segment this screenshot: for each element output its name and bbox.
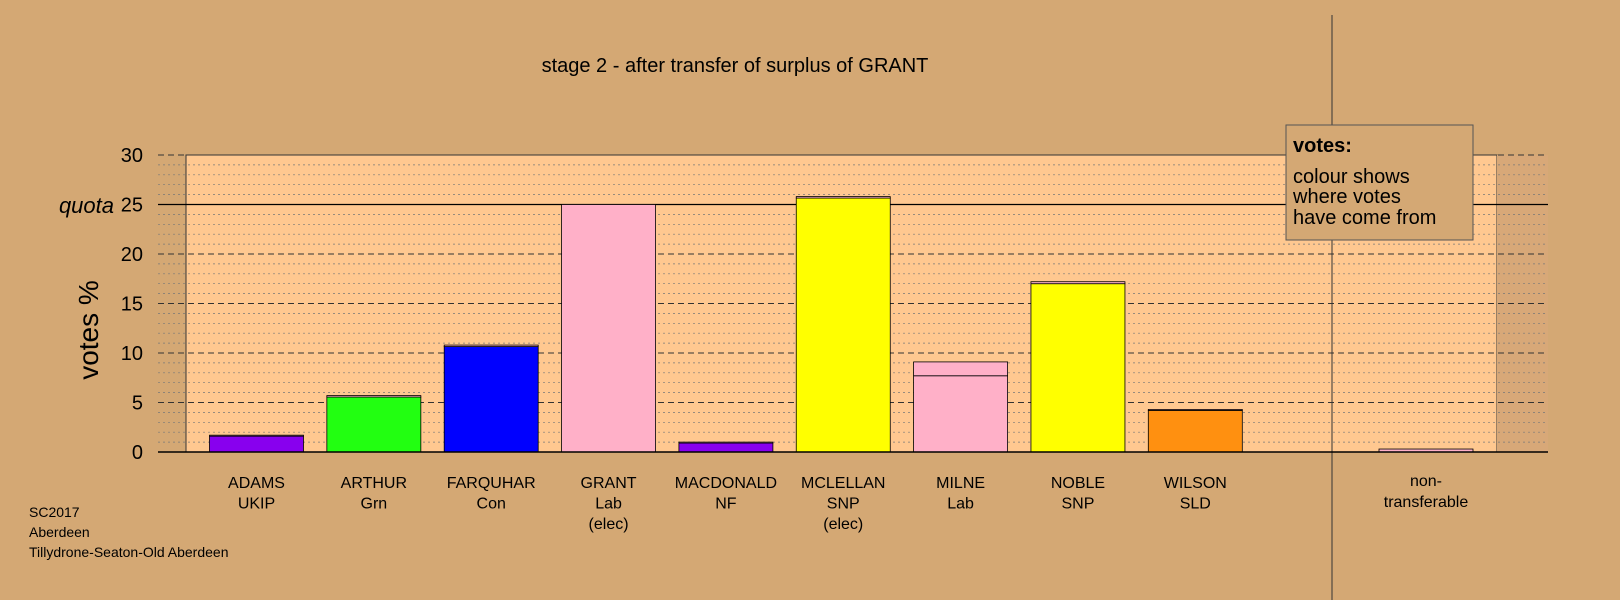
- x-tick-label: NF: [715, 496, 737, 513]
- x-tick-label: FARQUHAR: [447, 475, 536, 492]
- y-tick-label: 30: [121, 145, 143, 167]
- y-tick-label: 10: [121, 343, 143, 365]
- footer-line: Aberdeen: [29, 524, 90, 540]
- bar-segment: [1147, 409, 1243, 411]
- x-tick-label: Lab: [595, 496, 622, 513]
- y-tick-label: 0: [132, 442, 143, 464]
- legend-line: have come from: [1293, 207, 1436, 229]
- x-tick-label: MCLELLAN: [801, 475, 885, 492]
- chart-marks: ADAMS UKIP ARTHUR Grn FARQUHAR Con GRANT Lab (el…: [158, 196, 1548, 533]
- bar-segment: [209, 435, 304, 453]
- footer-line: SC2017: [29, 504, 80, 520]
- bar-segment: [795, 196, 891, 199]
- y-axis-label: votes %: [73, 280, 104, 380]
- x-tick-label: (elec): [823, 516, 863, 533]
- bar-segment: [1030, 281, 1126, 285]
- chart-title: stage 2 - after transfer of surplus of G…: [542, 55, 929, 77]
- x-tick-label: MACDONALD: [675, 475, 777, 492]
- quota-label: quota: [59, 193, 114, 218]
- y-tick-label: 5: [132, 393, 143, 415]
- bar-segment: [678, 442, 774, 453]
- bar-segment: [209, 434, 304, 437]
- bar-segment: [913, 375, 1008, 453]
- footer-line: Tillydrone-Seaton-Old Aberdeen: [29, 544, 229, 560]
- x-tick-label: GRANT: [581, 475, 637, 492]
- bar-segment: [443, 344, 539, 347]
- footer: SC2017 Aberdeen Tillydrone-Seaton-Old Ab…: [29, 504, 229, 560]
- y-tick-label: 15: [121, 294, 143, 316]
- x-tick-label: non-: [1410, 473, 1442, 490]
- x-tick-label: Lab: [947, 496, 974, 513]
- legend-box: [1285, 124, 1474, 241]
- legend-line: colour shows: [1293, 166, 1410, 188]
- bar-segment: [1147, 410, 1243, 453]
- x-tick-label: Con: [477, 496, 506, 513]
- legend-line: where votes: [1292, 186, 1401, 208]
- x-tick-label: transferable: [1384, 494, 1469, 511]
- x-tick-label: Grn: [361, 496, 388, 513]
- x-tick-label: NOBLE: [1051, 475, 1105, 492]
- x-tick-label: MILNE: [936, 475, 985, 492]
- x-tick-label: SNP: [827, 496, 860, 513]
- bar-segment: [326, 395, 422, 398]
- bar-segment: [913, 361, 1008, 377]
- bar-segment: [443, 346, 539, 453]
- x-tick-label: UKIP: [238, 496, 275, 513]
- bar-segment: [795, 197, 891, 453]
- bar-segment: [326, 396, 422, 453]
- x-tick-label: SNP: [1061, 496, 1094, 513]
- legend-title: votes:: [1293, 135, 1352, 157]
- x-tick-label: SLD: [1180, 496, 1211, 513]
- bar-segment: [561, 204, 656, 453]
- x-tick-label: (elec): [589, 516, 629, 533]
- y-tick-label: 20: [121, 244, 143, 266]
- x-tick-label: ARTHUR: [341, 475, 407, 492]
- y-tick-label: 25: [121, 195, 143, 217]
- bar-segment: [1030, 283, 1126, 453]
- x-tick-label: WILSON: [1164, 475, 1227, 492]
- legend: votes: colour shows where votes have com…: [1285, 124, 1474, 241]
- x-tick-label: ADAMS: [228, 475, 285, 492]
- bar-segment: [678, 441, 774, 444]
